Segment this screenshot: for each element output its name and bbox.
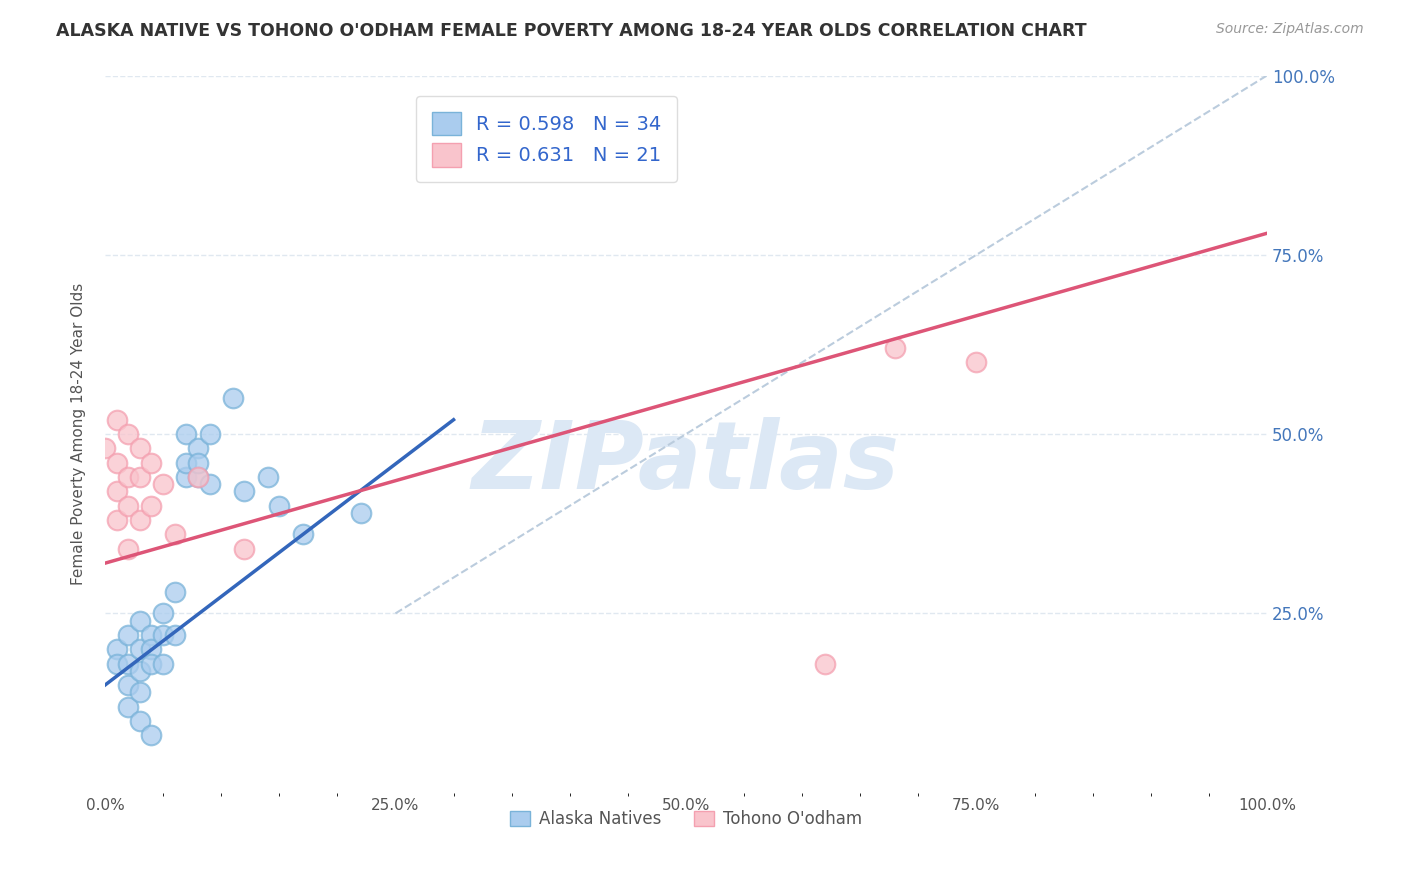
Point bbox=[884, 341, 907, 355]
Point bbox=[198, 477, 221, 491]
Point bbox=[349, 506, 371, 520]
Text: ZIPatlas: ZIPatlas bbox=[472, 417, 900, 508]
Point bbox=[176, 470, 198, 484]
Point bbox=[117, 699, 139, 714]
Point bbox=[105, 657, 128, 671]
Point bbox=[163, 527, 186, 541]
Point bbox=[117, 678, 139, 692]
Point bbox=[105, 413, 128, 427]
Point bbox=[198, 427, 221, 442]
Point bbox=[128, 714, 150, 728]
Point bbox=[105, 642, 128, 657]
Point bbox=[187, 456, 209, 470]
Point bbox=[187, 470, 209, 484]
Point bbox=[176, 456, 198, 470]
Point bbox=[141, 728, 163, 742]
Point bbox=[105, 484, 128, 499]
Point bbox=[128, 642, 150, 657]
Point bbox=[163, 628, 186, 642]
Point bbox=[256, 470, 278, 484]
Point bbox=[187, 442, 209, 456]
Point bbox=[128, 614, 150, 628]
Point bbox=[117, 628, 139, 642]
Point bbox=[117, 499, 139, 513]
Point bbox=[163, 585, 186, 599]
Point bbox=[965, 355, 987, 369]
Point bbox=[152, 477, 174, 491]
Point bbox=[187, 470, 209, 484]
Legend: Alaska Natives, Tohono O'odham: Alaska Natives, Tohono O'odham bbox=[503, 803, 869, 835]
Point bbox=[128, 442, 150, 456]
Point bbox=[291, 527, 314, 541]
Point bbox=[814, 657, 837, 671]
Text: ALASKA NATIVE VS TOHONO O'ODHAM FEMALE POVERTY AMONG 18-24 YEAR OLDS CORRELATION: ALASKA NATIVE VS TOHONO O'ODHAM FEMALE P… bbox=[56, 22, 1087, 40]
Point bbox=[141, 642, 163, 657]
Point bbox=[233, 484, 256, 499]
Point bbox=[105, 513, 128, 527]
Point bbox=[152, 628, 174, 642]
Point bbox=[152, 657, 174, 671]
Point bbox=[128, 685, 150, 699]
Point bbox=[269, 499, 291, 513]
Point bbox=[152, 607, 174, 621]
Point bbox=[105, 456, 128, 470]
Point bbox=[233, 541, 256, 556]
Point bbox=[117, 427, 139, 442]
Point bbox=[222, 391, 245, 405]
Point bbox=[128, 664, 150, 678]
Point bbox=[94, 442, 117, 456]
Point bbox=[117, 657, 139, 671]
Point bbox=[141, 628, 163, 642]
Point bbox=[128, 513, 150, 527]
Point bbox=[141, 456, 163, 470]
Point bbox=[176, 427, 198, 442]
Text: Source: ZipAtlas.com: Source: ZipAtlas.com bbox=[1216, 22, 1364, 37]
Y-axis label: Female Poverty Among 18-24 Year Olds: Female Poverty Among 18-24 Year Olds bbox=[72, 283, 86, 585]
Point bbox=[141, 657, 163, 671]
Point bbox=[117, 541, 139, 556]
Point bbox=[141, 499, 163, 513]
Point bbox=[128, 470, 150, 484]
Point bbox=[117, 470, 139, 484]
